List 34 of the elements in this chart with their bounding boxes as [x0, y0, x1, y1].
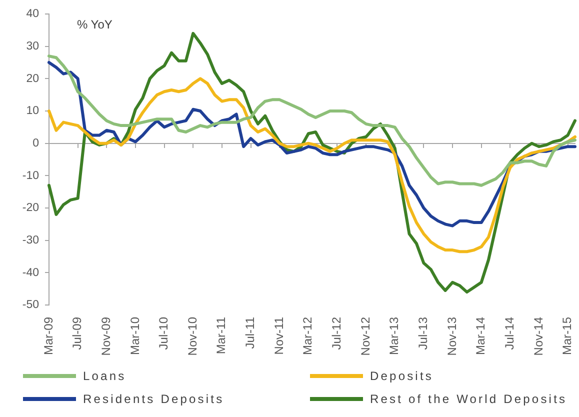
y-axis-title: % YoY	[77, 17, 112, 32]
y-tick-label: 20	[26, 72, 39, 85]
y-tick-label: -50	[22, 299, 39, 312]
x-tick-label: Jul-10	[156, 316, 171, 350]
y-tick-label: 40	[26, 8, 39, 20]
x-tick-label: Mar-12	[300, 316, 315, 356]
legend-label: Rest of the World Deposits	[370, 392, 568, 406]
x-tick-label: Nov-13	[444, 316, 459, 356]
x-tick-label: Nov-09	[98, 316, 113, 356]
y-tick-label: -30	[22, 234, 39, 247]
legend-label: Deposits	[370, 369, 434, 383]
y-tick-label: 30	[26, 40, 39, 53]
x-tick-label: Nov-11	[272, 316, 286, 355]
legend-label: Loans	[83, 369, 126, 383]
x-tick-label: Mar-10	[128, 316, 142, 356]
x-tick-label: Nov-12	[358, 316, 372, 356]
y-tick-label: -40	[22, 266, 39, 279]
legend-label: Residents Deposits	[83, 392, 224, 406]
x-tick-label: Mar-11	[214, 316, 228, 354]
y-tick-label: 10	[26, 105, 39, 118]
x-tick-label: Jul-09	[70, 316, 84, 350]
x-tick-label: Mar-13	[387, 316, 402, 356]
x-tick-label: Mar-09	[41, 316, 56, 356]
y-tick-label: 0	[32, 138, 39, 150]
x-tick-label: Nov-10	[185, 316, 200, 356]
x-tick-label: Jul-14	[502, 316, 516, 350]
x-tick-label: Jul-12	[330, 316, 344, 350]
x-tick-label: Mar-15	[560, 316, 574, 356]
x-tick-label: Jul-13	[416, 316, 430, 350]
y-tick-label: -20	[22, 202, 39, 214]
y-tick-label: -10	[22, 170, 39, 182]
x-tick-label: Nov-14	[531, 316, 546, 356]
x-tick-label: Jul-11	[243, 316, 258, 349]
x-tick-label: Mar-14	[474, 316, 488, 356]
